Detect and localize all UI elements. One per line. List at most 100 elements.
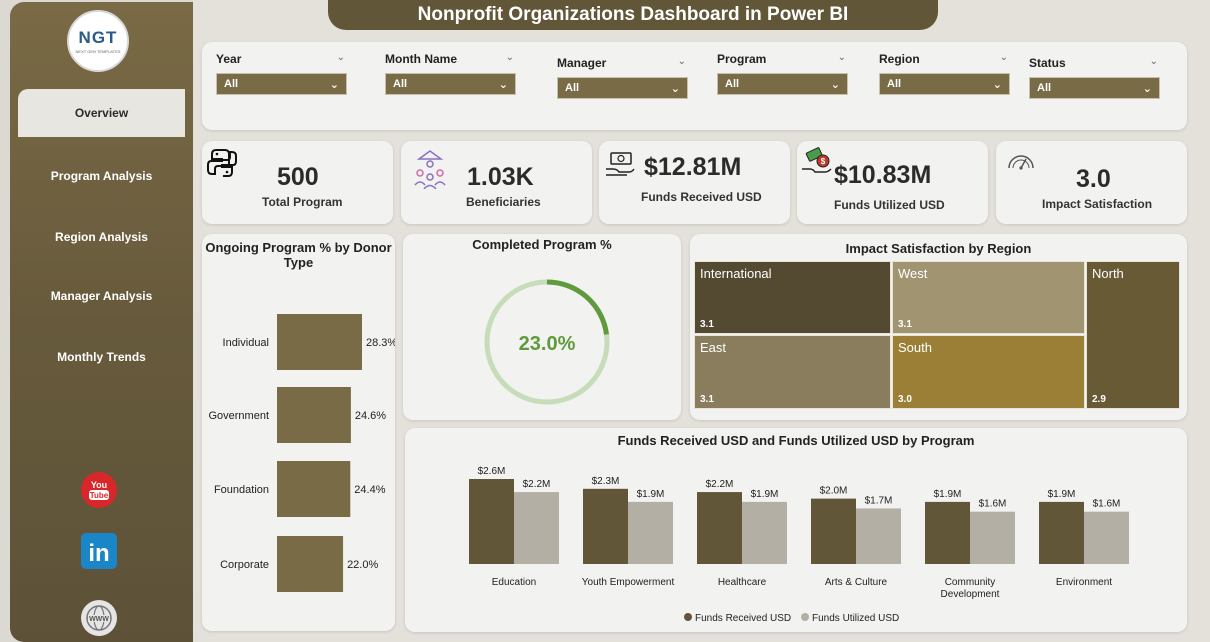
bar[interactable] xyxy=(277,314,362,370)
donut-value-label: 23.0% xyxy=(519,333,576,355)
kpi-card-funds-utilized: $ $10.83M Funds Utilized USD xyxy=(797,141,988,224)
bar[interactable] xyxy=(469,479,514,564)
category-label: Environment xyxy=(1056,577,1112,588)
dropdown-value: All xyxy=(565,82,580,94)
bar[interactable] xyxy=(1084,511,1129,564)
bar[interactable] xyxy=(1039,501,1084,564)
bar[interactable] xyxy=(277,536,344,592)
gauge-icon xyxy=(1006,151,1036,176)
kpi-label: Funds Received USD xyxy=(641,190,762,204)
treemap-tile[interactable]: International 3.1 xyxy=(694,261,891,334)
filter-program: Program ⌄ All ⌄ xyxy=(717,52,848,95)
data-label: $2.6M xyxy=(478,466,506,477)
chart-title: Funds Received USD and Funds Utilized US… xyxy=(617,433,975,448)
filter-region: Region ⌄ All ⌄ xyxy=(879,52,1010,95)
status-dropdown[interactable]: All ⌄ xyxy=(1029,77,1160,99)
treemap-tile[interactable]: East 3.1 xyxy=(694,335,891,409)
bar[interactable] xyxy=(856,508,901,564)
treemap-tile[interactable]: North 2.9 xyxy=(1086,261,1180,409)
tile-value: 3.1 xyxy=(700,394,714,405)
chevron-down-icon[interactable]: ⌄ xyxy=(677,56,686,67)
kpi-card-total-program: 500 Total Program xyxy=(202,141,393,224)
data-label: $1.9M xyxy=(934,489,962,500)
nav-monthly-trends[interactable]: Monthly Trends xyxy=(57,350,146,364)
kpi-value: 1.03K xyxy=(467,163,534,191)
chevron-down-icon[interactable]: ⌄ xyxy=(1149,56,1158,67)
chevron-down-icon: ⌄ xyxy=(329,78,339,91)
chevron-down-icon[interactable]: ⌄ xyxy=(999,52,1008,63)
category-label: Community xyxy=(945,577,996,588)
bar[interactable] xyxy=(742,501,787,564)
money-hand-icon xyxy=(605,151,635,182)
data-label: 28.3% xyxy=(366,337,395,349)
tile-value: 3.1 xyxy=(700,319,714,330)
treemap-tile[interactable]: West 3.1 xyxy=(892,261,1085,334)
bar[interactable] xyxy=(811,498,856,564)
filter-year: Year ⌄ All ⌄ xyxy=(216,52,347,95)
svg-text:WWW: WWW xyxy=(89,616,109,623)
bar[interactable] xyxy=(277,387,351,443)
legend-label: Funds Utilized USD xyxy=(812,613,899,624)
bar[interactable] xyxy=(514,492,559,564)
svg-text:$: $ xyxy=(821,157,826,166)
data-label: $2.2M xyxy=(523,479,551,490)
category-label: Education xyxy=(492,577,536,588)
month-dropdown[interactable]: All ⌄ xyxy=(385,73,516,95)
program-dropdown[interactable]: All ⌄ xyxy=(717,73,848,95)
bar[interactable] xyxy=(277,461,351,517)
nav-program-analysis[interactable]: Program Analysis xyxy=(50,169,153,183)
chevron-down-icon: ⌄ xyxy=(498,78,508,91)
filter-month: Month Name ⌄ All ⌄ xyxy=(385,52,516,95)
category-label: Government xyxy=(208,410,269,422)
category-label: Arts & Culture xyxy=(825,577,888,588)
svg-text:Tube: Tube xyxy=(90,491,109,500)
tile-label: International xyxy=(700,266,772,281)
funds-bar-chart: $2.6M $2.2M Education $2.3M $1.9M Youth Empow… xyxy=(469,466,1129,624)
chevron-down-icon: ⌄ xyxy=(1142,82,1152,95)
filter-label: Program xyxy=(717,52,767,66)
tile-label: North xyxy=(1092,266,1124,281)
dropdown-value: All xyxy=(1037,82,1052,94)
bar[interactable] xyxy=(628,501,673,564)
chevron-down-icon: ⌄ xyxy=(670,82,680,95)
chevron-down-icon[interactable]: ⌄ xyxy=(336,52,345,63)
linkedin-icon[interactable]: in xyxy=(80,532,118,570)
legend-marker xyxy=(684,613,692,621)
chevron-down-icon[interactable]: ⌄ xyxy=(837,52,846,63)
donut-segment[interactable] xyxy=(546,279,610,335)
year-dropdown[interactable]: All ⌄ xyxy=(216,73,347,95)
youtube-icon[interactable]: You Tube xyxy=(80,471,118,509)
manager-dropdown[interactable]: All ⌄ xyxy=(557,77,688,99)
nav-overview[interactable]: Overview xyxy=(18,89,185,137)
kpi-label: Beneficiaries xyxy=(466,195,541,209)
data-label: $1.7M xyxy=(865,495,893,506)
nav-manager-analysis[interactable]: Manager Analysis xyxy=(50,289,153,303)
filter-label: Status xyxy=(1029,56,1066,70)
bar[interactable] xyxy=(970,511,1015,564)
bar[interactable] xyxy=(583,488,628,564)
tile-value: 2.9 xyxy=(1092,394,1106,405)
data-label: $1.9M xyxy=(637,489,665,500)
region-dropdown[interactable]: All ⌄ xyxy=(879,73,1010,95)
money-bag-hand-icon: $ xyxy=(801,147,833,182)
chevron-down-icon[interactable]: ⌄ xyxy=(505,52,514,63)
svg-text:in: in xyxy=(88,540,109,567)
bar[interactable] xyxy=(925,501,970,564)
data-label: $2.3M xyxy=(592,476,620,487)
kpi-value: 3.0 xyxy=(1076,165,1111,193)
data-label: $1.6M xyxy=(1093,499,1121,510)
tile-value: 3.1 xyxy=(898,319,912,330)
logo: NGT NEXT GEN TEMPLATES xyxy=(67,10,129,72)
treemap-tile[interactable]: South 3.0 xyxy=(892,335,1085,409)
data-label: 24.6% xyxy=(355,410,386,422)
data-label: 24.4% xyxy=(354,484,385,496)
svg-text:You: You xyxy=(91,480,107,490)
legend-marker xyxy=(801,613,809,621)
dropdown-value: All xyxy=(887,78,902,90)
nav-region-analysis[interactable]: Region Analysis xyxy=(55,230,148,244)
impact-treemap: International 3.1 West 3.1 North 2.9 East 3.1 So… xyxy=(690,234,1187,420)
page-title: Nonprofit Organizations Dashboard in Pow… xyxy=(328,0,938,30)
web-globe-icon[interactable]: WWW xyxy=(80,599,118,637)
bar[interactable] xyxy=(697,492,742,564)
legend-label: Funds Received USD xyxy=(695,613,791,624)
